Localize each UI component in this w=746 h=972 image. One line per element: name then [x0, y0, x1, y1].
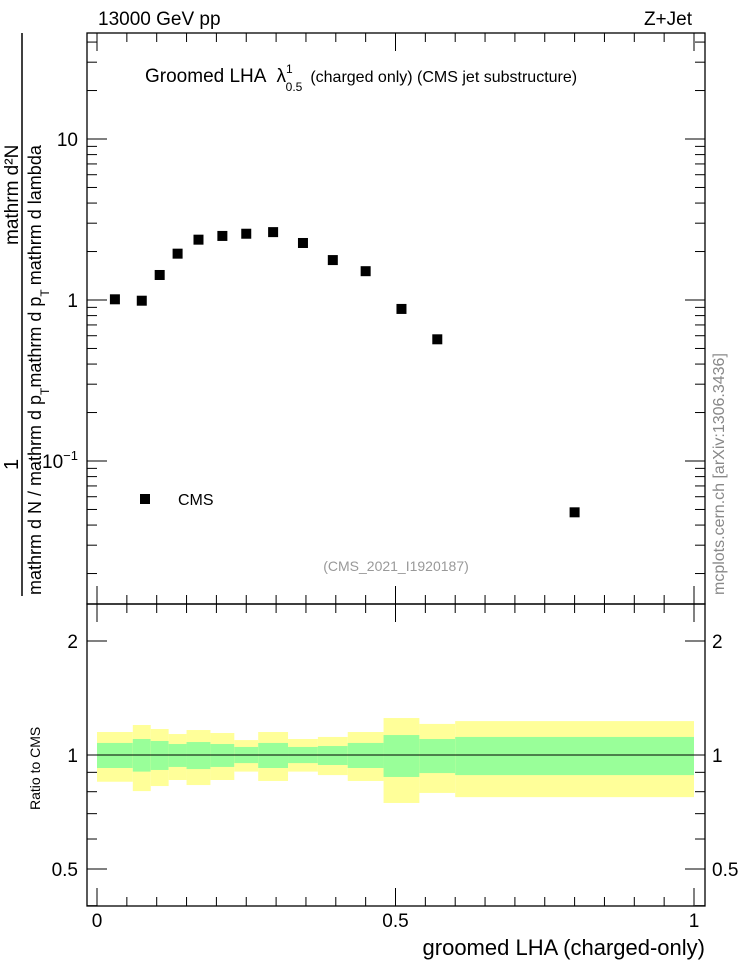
title-text: Groomed LHA: [145, 66, 267, 87]
data-points: [109, 227, 580, 518]
y-tick-label: 10−1: [42, 448, 78, 473]
data-point: [396, 303, 407, 314]
ratio-y-tick-label-right: 0.5: [712, 860, 738, 881]
title-rest: (charged only) (CMS jet substructure): [310, 69, 577, 86]
data-point: [241, 228, 252, 239]
side-label: mcplots.cern.ch [arXiv:1306.3436]: [711, 353, 728, 595]
analysis-id: (CMS_2021_I1920187): [323, 558, 469, 574]
ylabel-den2b: mathrm d lambda: [25, 144, 45, 285]
inner-band: [317, 746, 348, 766]
ylabel-num2: mathrm d²N: [2, 145, 23, 245]
data-point: [432, 334, 443, 345]
ratio-ylabel: Ratio to CMS: [27, 727, 43, 810]
y-tick-label: 1: [67, 291, 78, 312]
data-point: [172, 248, 183, 259]
ratio-bands: [97, 718, 694, 803]
main-frame: [86, 32, 706, 605]
ylabel-den1: mathrm d N / mathrm d p: [25, 395, 45, 595]
inner-band: [383, 735, 420, 777]
title-sup: 1: [286, 62, 293, 76]
inner-band: [186, 742, 211, 770]
y-tick-label-base: 1: [67, 291, 78, 312]
y-tick-label-base: 10: [42, 452, 63, 473]
ylabel-den2a: mathrm d p: [25, 297, 45, 388]
ratio-y-tick-label: 1: [67, 746, 78, 767]
x-tick-label: 0.5: [382, 911, 408, 932]
y-tick-label-base: 10: [57, 130, 78, 151]
chart-title: Groomed LHA λ1 0.5 (charged only) (CMS jet …: [145, 62, 577, 94]
data-point: [109, 294, 120, 305]
y-tick-label-sup: −1: [63, 448, 78, 463]
x-axis-label: groomed LHA (charged-only): [423, 935, 705, 960]
data-point: [360, 266, 371, 277]
ylabel-num1: 1: [1, 459, 23, 470]
title-sub: 0.5: [286, 80, 303, 94]
ratio-y-tick-label-right: 2: [712, 632, 723, 653]
y-tick-label: 10: [57, 130, 78, 151]
data-point: [154, 269, 165, 280]
energy-label: 13000 GeV pp: [98, 9, 221, 30]
inner-band: [419, 739, 456, 774]
ylabel-sub2: T: [38, 289, 52, 297]
inner-band: [455, 736, 694, 776]
data-point: [193, 234, 204, 245]
axis-ticks: [87, 33, 705, 907]
ratio-y-tick-label: 0.5: [52, 860, 78, 881]
ratio-y-tick-label: 2: [67, 632, 78, 653]
legend-marker: [140, 494, 150, 504]
data-point: [136, 295, 147, 306]
ylabel-sub1: T: [38, 387, 52, 395]
data-point: [297, 237, 308, 248]
process-label: Z+Jet: [644, 9, 693, 30]
x-tick-label: 0: [92, 911, 103, 932]
x-tick-label: 1: [689, 911, 700, 932]
data-point: [569, 507, 580, 518]
data-point: [268, 227, 279, 238]
data-point: [327, 255, 338, 266]
title-symbol: λ: [276, 66, 286, 87]
ylabel-denominator: mathrm d N / mathrm d pTmathrm d pTmathr…: [25, 144, 52, 595]
ratio-y-tick-label-right: 1: [712, 746, 723, 767]
data-point: [217, 230, 228, 241]
legend-label: CMS: [178, 492, 214, 509]
